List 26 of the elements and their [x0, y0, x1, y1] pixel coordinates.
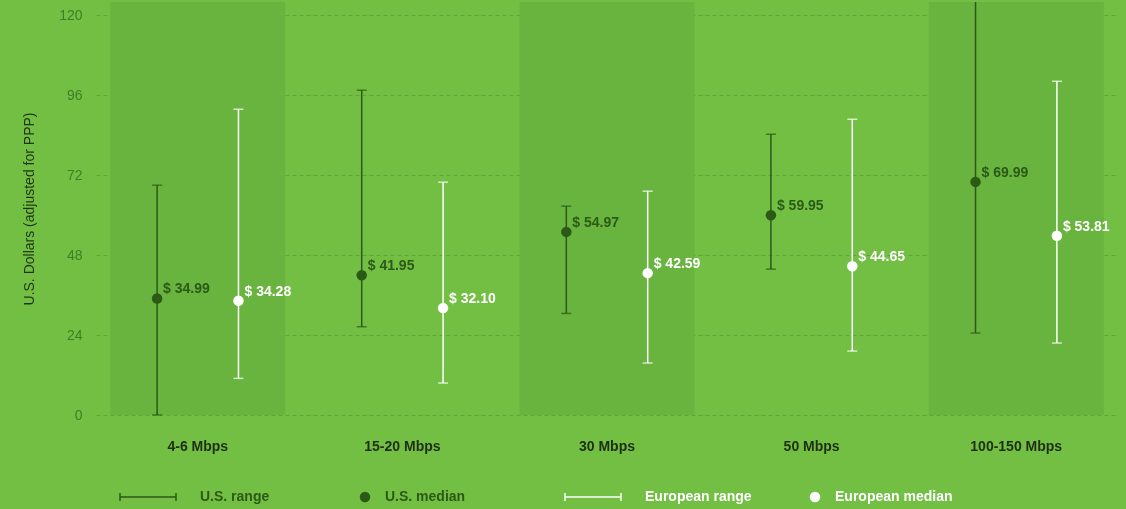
- data-label: $ 32.10: [449, 290, 496, 307]
- y-tick-label: 96: [66, 86, 83, 103]
- data-label: $ 53.81: [1062, 217, 1110, 234]
- legend-label: European median: [835, 488, 953, 504]
- legend-label: U.S. median: [385, 488, 466, 504]
- text: U.S. range: [200, 488, 270, 504]
- x-tick-label: 30 Mbps: [578, 437, 636, 454]
- y-tick-label: 24: [66, 326, 83, 343]
- x-tick-label: 100-150 Mbps: [970, 437, 1063, 454]
- data-label: $ 34.28: [244, 282, 292, 299]
- y-tick-label: 72: [66, 166, 83, 183]
- x-tick-label: 50 Mbps: [783, 437, 840, 454]
- data-label: $ 59.95: [776, 197, 824, 214]
- data-label: $ 34.99: [163, 280, 211, 297]
- x-tick-label: 15-20 Mbps: [364, 437, 441, 454]
- data-label: $ 69.99: [981, 163, 1029, 180]
- y-axis-title: U.S. Dollars (adjusted for PPP): [21, 112, 38, 306]
- x-tick-label: 4-6 Mbps: [167, 437, 229, 454]
- y-tick-label: 48: [66, 246, 83, 263]
- data-label: $ 44.65: [858, 248, 906, 265]
- y-tick-label: 0: [74, 406, 83, 423]
- data-label: $ 41.95: [367, 257, 415, 274]
- data-label: $ 42.59: [653, 255, 701, 272]
- data-label: $ 54.97: [572, 213, 620, 230]
- text: European range: [645, 488, 752, 504]
- y-tick-label: 120: [59, 6, 83, 23]
